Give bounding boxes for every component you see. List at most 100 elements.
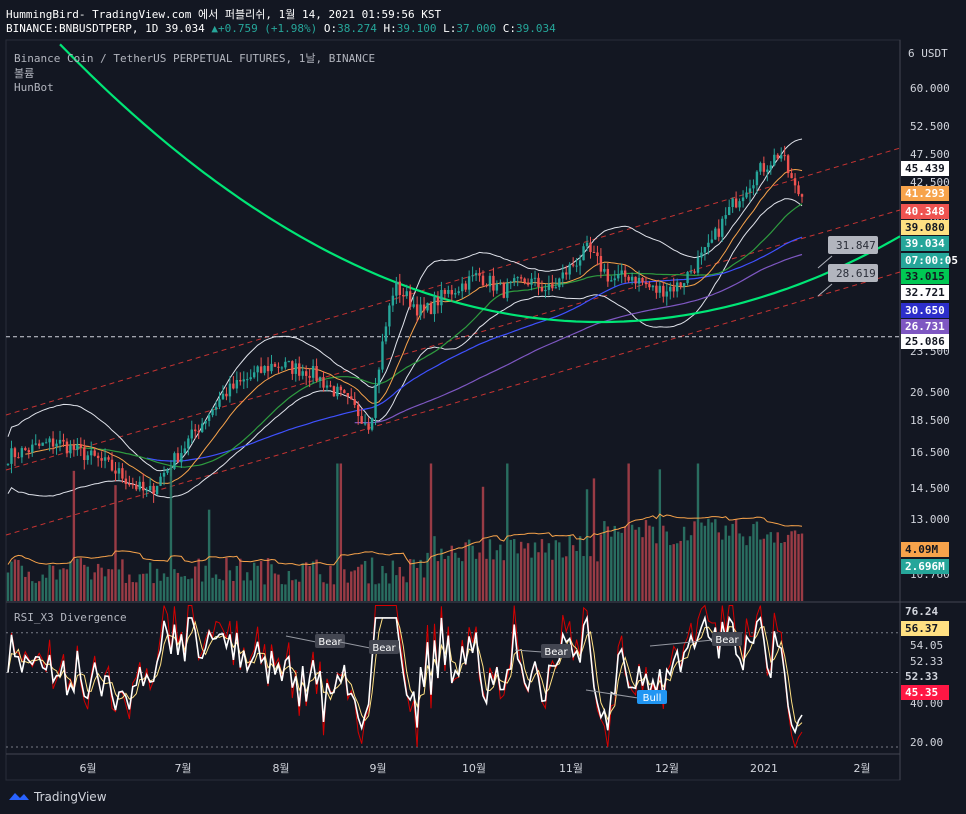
signal-badge-text: Bear <box>715 635 739 646</box>
candle-body <box>24 448 27 451</box>
volume-bar <box>194 566 197 601</box>
price-badge-bg <box>901 269 949 284</box>
candle-body <box>204 420 207 424</box>
candle-body <box>69 444 72 454</box>
signal-divergence-line <box>585 689 639 699</box>
candle-body <box>190 429 193 439</box>
volume-bar <box>648 525 651 601</box>
candle-body <box>686 272 689 284</box>
volume-bar <box>734 519 738 601</box>
volume-bar <box>41 574 44 601</box>
ma-blue <box>146 236 803 462</box>
volume-bar <box>398 566 401 601</box>
volume-bar <box>717 532 720 601</box>
candle-body <box>235 380 239 389</box>
volume-bar <box>571 545 575 601</box>
candle-body <box>658 285 662 293</box>
candle-body <box>325 385 329 388</box>
price-badge-bg <box>901 253 949 268</box>
volume-bar <box>315 559 318 601</box>
volume-bar <box>440 548 443 601</box>
low-value: 37.000 <box>456 22 497 35</box>
ma-green <box>77 203 803 468</box>
tradingview-logo[interactable]: TradingView <box>8 790 107 804</box>
candle-body <box>429 302 433 315</box>
candle-body <box>710 239 714 243</box>
candle-body <box>755 171 759 186</box>
price-badge: 40.348 <box>901 204 949 219</box>
candle-body <box>34 443 37 445</box>
candle-body <box>724 215 727 219</box>
volume-bar <box>190 578 193 601</box>
volume-bar <box>700 522 703 601</box>
price-tick-label: 16.500 <box>910 446 950 459</box>
candle-body <box>540 286 544 292</box>
candle-body <box>166 469 169 473</box>
price-badge-bg <box>901 285 949 300</box>
candle-body <box>360 416 363 424</box>
volume-bar <box>367 583 370 601</box>
rsi-value-badge: 52.33 <box>901 669 949 684</box>
candle-body <box>239 380 242 382</box>
volume-bar <box>710 522 714 601</box>
candle-body <box>412 304 415 307</box>
volume-bar <box>384 573 388 601</box>
callout-label: 31.847 <box>817 236 878 269</box>
price-badge: 4.09M <box>901 542 949 557</box>
candle-body <box>533 277 537 279</box>
candle-body <box>135 484 138 490</box>
legend-volume: 볼륨 <box>14 67 35 80</box>
volume-bar <box>180 576 183 601</box>
candle-body <box>370 417 374 430</box>
price-badge-text: 30.650 <box>905 304 945 317</box>
volume-bar <box>239 558 242 601</box>
callout-label: 28.619 <box>817 264 878 297</box>
volume-bar <box>797 534 800 601</box>
volume-bar <box>627 463 630 601</box>
volume-bar <box>464 542 467 601</box>
candle-body <box>558 278 561 288</box>
candle-body <box>613 278 616 281</box>
candle-body <box>547 283 551 290</box>
volume-bar <box>783 542 786 601</box>
volume-bar <box>259 561 263 601</box>
volume-bar <box>592 478 596 601</box>
volume-bar <box>495 550 499 601</box>
volume-bar <box>769 532 772 601</box>
volume-bar <box>412 559 415 601</box>
candle-body <box>93 450 96 456</box>
candle-body <box>419 304 422 316</box>
candle-body <box>287 361 291 363</box>
candle-body <box>329 385 332 387</box>
candle-body <box>568 264 571 275</box>
ma-purple <box>354 253 803 424</box>
volume-bar <box>499 544 502 601</box>
candle-body <box>173 453 176 469</box>
volume-bar <box>291 580 294 601</box>
volume-bar <box>96 563 100 601</box>
volume-bar <box>51 565 55 601</box>
volume-bar <box>294 579 297 601</box>
candle-body <box>727 206 731 216</box>
high-value: 39.100 <box>396 22 437 35</box>
volume-bar <box>682 526 686 601</box>
candle-body <box>294 363 297 374</box>
price-tick-label: 18.500 <box>910 414 950 427</box>
price-badge-bg <box>901 542 949 557</box>
channel-line-1 <box>5 209 901 471</box>
volume-bar <box>727 535 731 601</box>
rsi-value-badge: 76.24 <box>901 604 949 619</box>
price-badge-text: 33.015 <box>905 270 945 283</box>
candle-body <box>304 371 308 376</box>
candle-body <box>596 252 599 257</box>
volume-bar <box>270 564 273 601</box>
volume-bar <box>741 536 745 601</box>
candle-body <box>630 276 634 281</box>
volume-bar <box>519 541 523 601</box>
volume-bar <box>370 557 374 601</box>
candle-body <box>571 264 575 266</box>
candle-body <box>83 447 86 460</box>
candle-body <box>110 459 114 471</box>
candle-body <box>377 369 381 386</box>
